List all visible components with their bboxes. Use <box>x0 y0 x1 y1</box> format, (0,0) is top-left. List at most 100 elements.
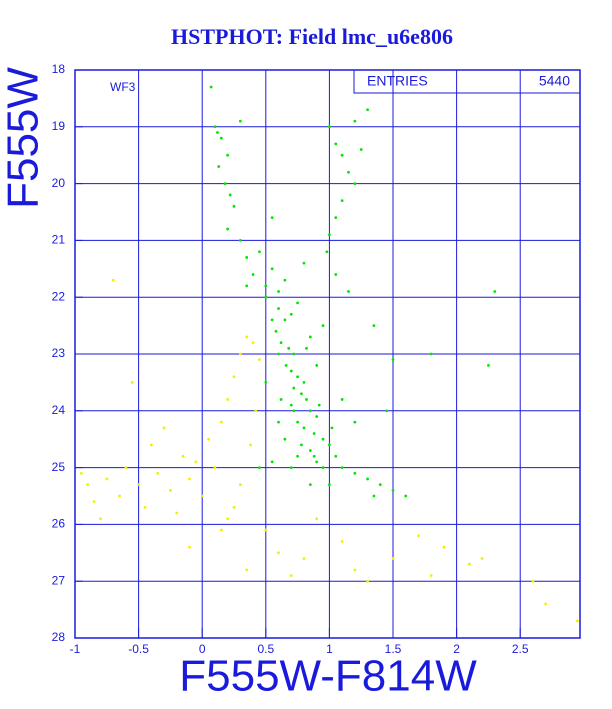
point <box>305 398 308 401</box>
point <box>245 335 249 339</box>
point <box>264 284 268 288</box>
point <box>429 574 433 577</box>
point <box>308 335 312 339</box>
point <box>219 528 223 532</box>
point <box>251 273 255 276</box>
point <box>228 193 232 197</box>
point <box>315 415 319 418</box>
point <box>207 437 210 441</box>
point <box>544 602 548 606</box>
point <box>385 409 389 413</box>
point <box>467 562 471 566</box>
point <box>296 375 300 379</box>
x-tick-label: 2 <box>453 642 460 656</box>
point <box>321 466 325 469</box>
point <box>429 352 433 356</box>
point <box>156 471 160 475</box>
point <box>175 511 179 515</box>
point <box>245 568 249 572</box>
y-tick-label: 22 <box>52 289 66 303</box>
point <box>213 125 217 129</box>
point <box>143 505 147 509</box>
point <box>328 483 331 487</box>
point <box>216 131 219 134</box>
point <box>270 267 274 271</box>
point <box>213 466 217 469</box>
point <box>328 443 331 447</box>
point <box>347 290 350 293</box>
point <box>296 420 300 424</box>
point <box>289 369 293 373</box>
y-tick-label: 25 <box>52 460 66 474</box>
point <box>292 386 296 390</box>
point <box>279 398 283 401</box>
point <box>404 494 408 498</box>
point <box>531 579 535 583</box>
y-tick-label: 24 <box>52 403 66 417</box>
point <box>442 545 446 549</box>
point <box>105 477 109 481</box>
point <box>480 557 484 560</box>
point <box>254 409 258 413</box>
point <box>124 466 128 469</box>
point <box>391 557 395 560</box>
point <box>111 278 115 282</box>
point <box>487 363 490 367</box>
point <box>217 165 221 168</box>
point <box>328 233 331 237</box>
point <box>359 148 363 151</box>
point <box>302 261 306 265</box>
point <box>79 471 83 475</box>
point <box>347 170 350 174</box>
annotation: WF3 <box>110 80 136 94</box>
y-tick-label: 21 <box>52 233 66 247</box>
point <box>315 460 319 464</box>
point <box>289 574 293 577</box>
x-tick-label: 1 <box>326 642 333 656</box>
point <box>289 466 293 469</box>
point <box>321 437 325 441</box>
point <box>330 426 334 430</box>
point <box>279 341 283 345</box>
point <box>209 85 213 89</box>
point <box>238 239 242 242</box>
point <box>308 483 312 487</box>
point <box>251 341 255 345</box>
point <box>302 426 306 430</box>
point <box>238 119 242 123</box>
chart-title: HSTPHOT: Field lmc_u6e806 <box>171 24 453 49</box>
point <box>245 284 249 288</box>
x-tick-label: 0 <box>199 642 206 656</box>
point <box>118 494 121 498</box>
point <box>302 381 306 384</box>
point <box>353 420 357 424</box>
x-tick-label: -1 <box>70 642 81 656</box>
y-tick-label: 28 <box>52 630 66 644</box>
point <box>576 619 579 623</box>
point <box>340 199 344 203</box>
stats-label: ENTRIES <box>367 73 428 89</box>
plot-area: 18 19 20 21 22 23 24 25 26 27 28 -1 -0.5 0 0.5 1 1.5 2 2.5 <box>52 62 580 656</box>
point <box>245 256 249 259</box>
point <box>277 290 280 293</box>
point <box>181 454 185 458</box>
point <box>99 517 102 521</box>
point <box>378 483 382 487</box>
point <box>334 273 338 276</box>
point <box>258 250 261 254</box>
point <box>149 443 153 447</box>
point <box>238 483 242 487</box>
point <box>226 517 230 521</box>
point <box>292 409 296 413</box>
point <box>130 381 134 384</box>
point <box>417 534 420 538</box>
point <box>277 551 280 555</box>
point <box>300 443 303 447</box>
point <box>325 250 329 254</box>
point <box>226 153 230 157</box>
point <box>391 358 395 362</box>
point <box>312 432 316 435</box>
point <box>194 460 198 464</box>
point <box>334 216 338 220</box>
